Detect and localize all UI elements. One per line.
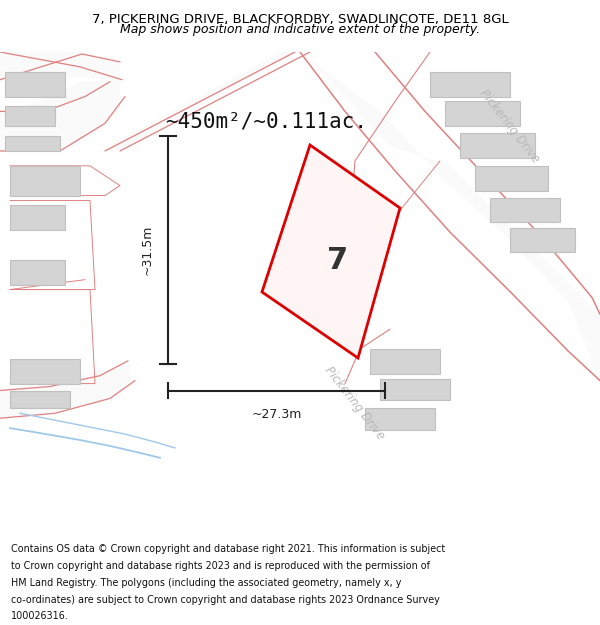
Polygon shape — [10, 391, 70, 408]
Polygon shape — [380, 379, 450, 401]
Polygon shape — [430, 72, 510, 96]
Text: ~27.3m: ~27.3m — [251, 408, 302, 421]
Polygon shape — [0, 82, 120, 151]
Polygon shape — [100, 52, 300, 151]
Text: 100026316.: 100026316. — [11, 611, 68, 621]
Polygon shape — [10, 359, 80, 384]
Polygon shape — [0, 364, 130, 418]
Polygon shape — [475, 166, 548, 191]
Polygon shape — [10, 206, 65, 230]
Polygon shape — [262, 145, 400, 358]
Text: Contains OS data © Crown copyright and database right 2021. This information is : Contains OS data © Crown copyright and d… — [11, 544, 445, 554]
Polygon shape — [5, 72, 65, 96]
Polygon shape — [5, 106, 55, 126]
Polygon shape — [490, 199, 560, 222]
Polygon shape — [5, 136, 60, 151]
Text: Pickering Drive: Pickering Drive — [478, 87, 542, 166]
Polygon shape — [510, 228, 575, 252]
Text: ~450m²/~0.111ac.: ~450m²/~0.111ac. — [165, 111, 367, 131]
Text: ~31.5m: ~31.5m — [141, 225, 154, 275]
Polygon shape — [460, 133, 535, 158]
Text: co-ordinates) are subject to Crown copyright and database rights 2023 Ordnance S: co-ordinates) are subject to Crown copyr… — [11, 594, 440, 604]
Text: 7, PICKERING DRIVE, BLACKFORDBY, SWADLINCOTE, DE11 8GL: 7, PICKERING DRIVE, BLACKFORDBY, SWADLIN… — [92, 13, 508, 26]
Text: Map shows position and indicative extent of the property.: Map shows position and indicative extent… — [120, 23, 480, 36]
Polygon shape — [370, 349, 440, 374]
Polygon shape — [365, 408, 435, 430]
Polygon shape — [0, 52, 120, 82]
Text: Pickering Drive: Pickering Drive — [322, 364, 388, 442]
Text: HM Land Registry. The polygons (including the associated geometry, namely x, y: HM Land Registry. The polygons (includin… — [11, 578, 401, 587]
Text: to Crown copyright and database rights 2023 and is reproduced with the permissio: to Crown copyright and database rights 2… — [11, 561, 430, 571]
Polygon shape — [300, 52, 600, 384]
Polygon shape — [10, 260, 65, 284]
Polygon shape — [445, 101, 520, 126]
Text: 7: 7 — [327, 246, 348, 275]
Polygon shape — [10, 166, 80, 196]
